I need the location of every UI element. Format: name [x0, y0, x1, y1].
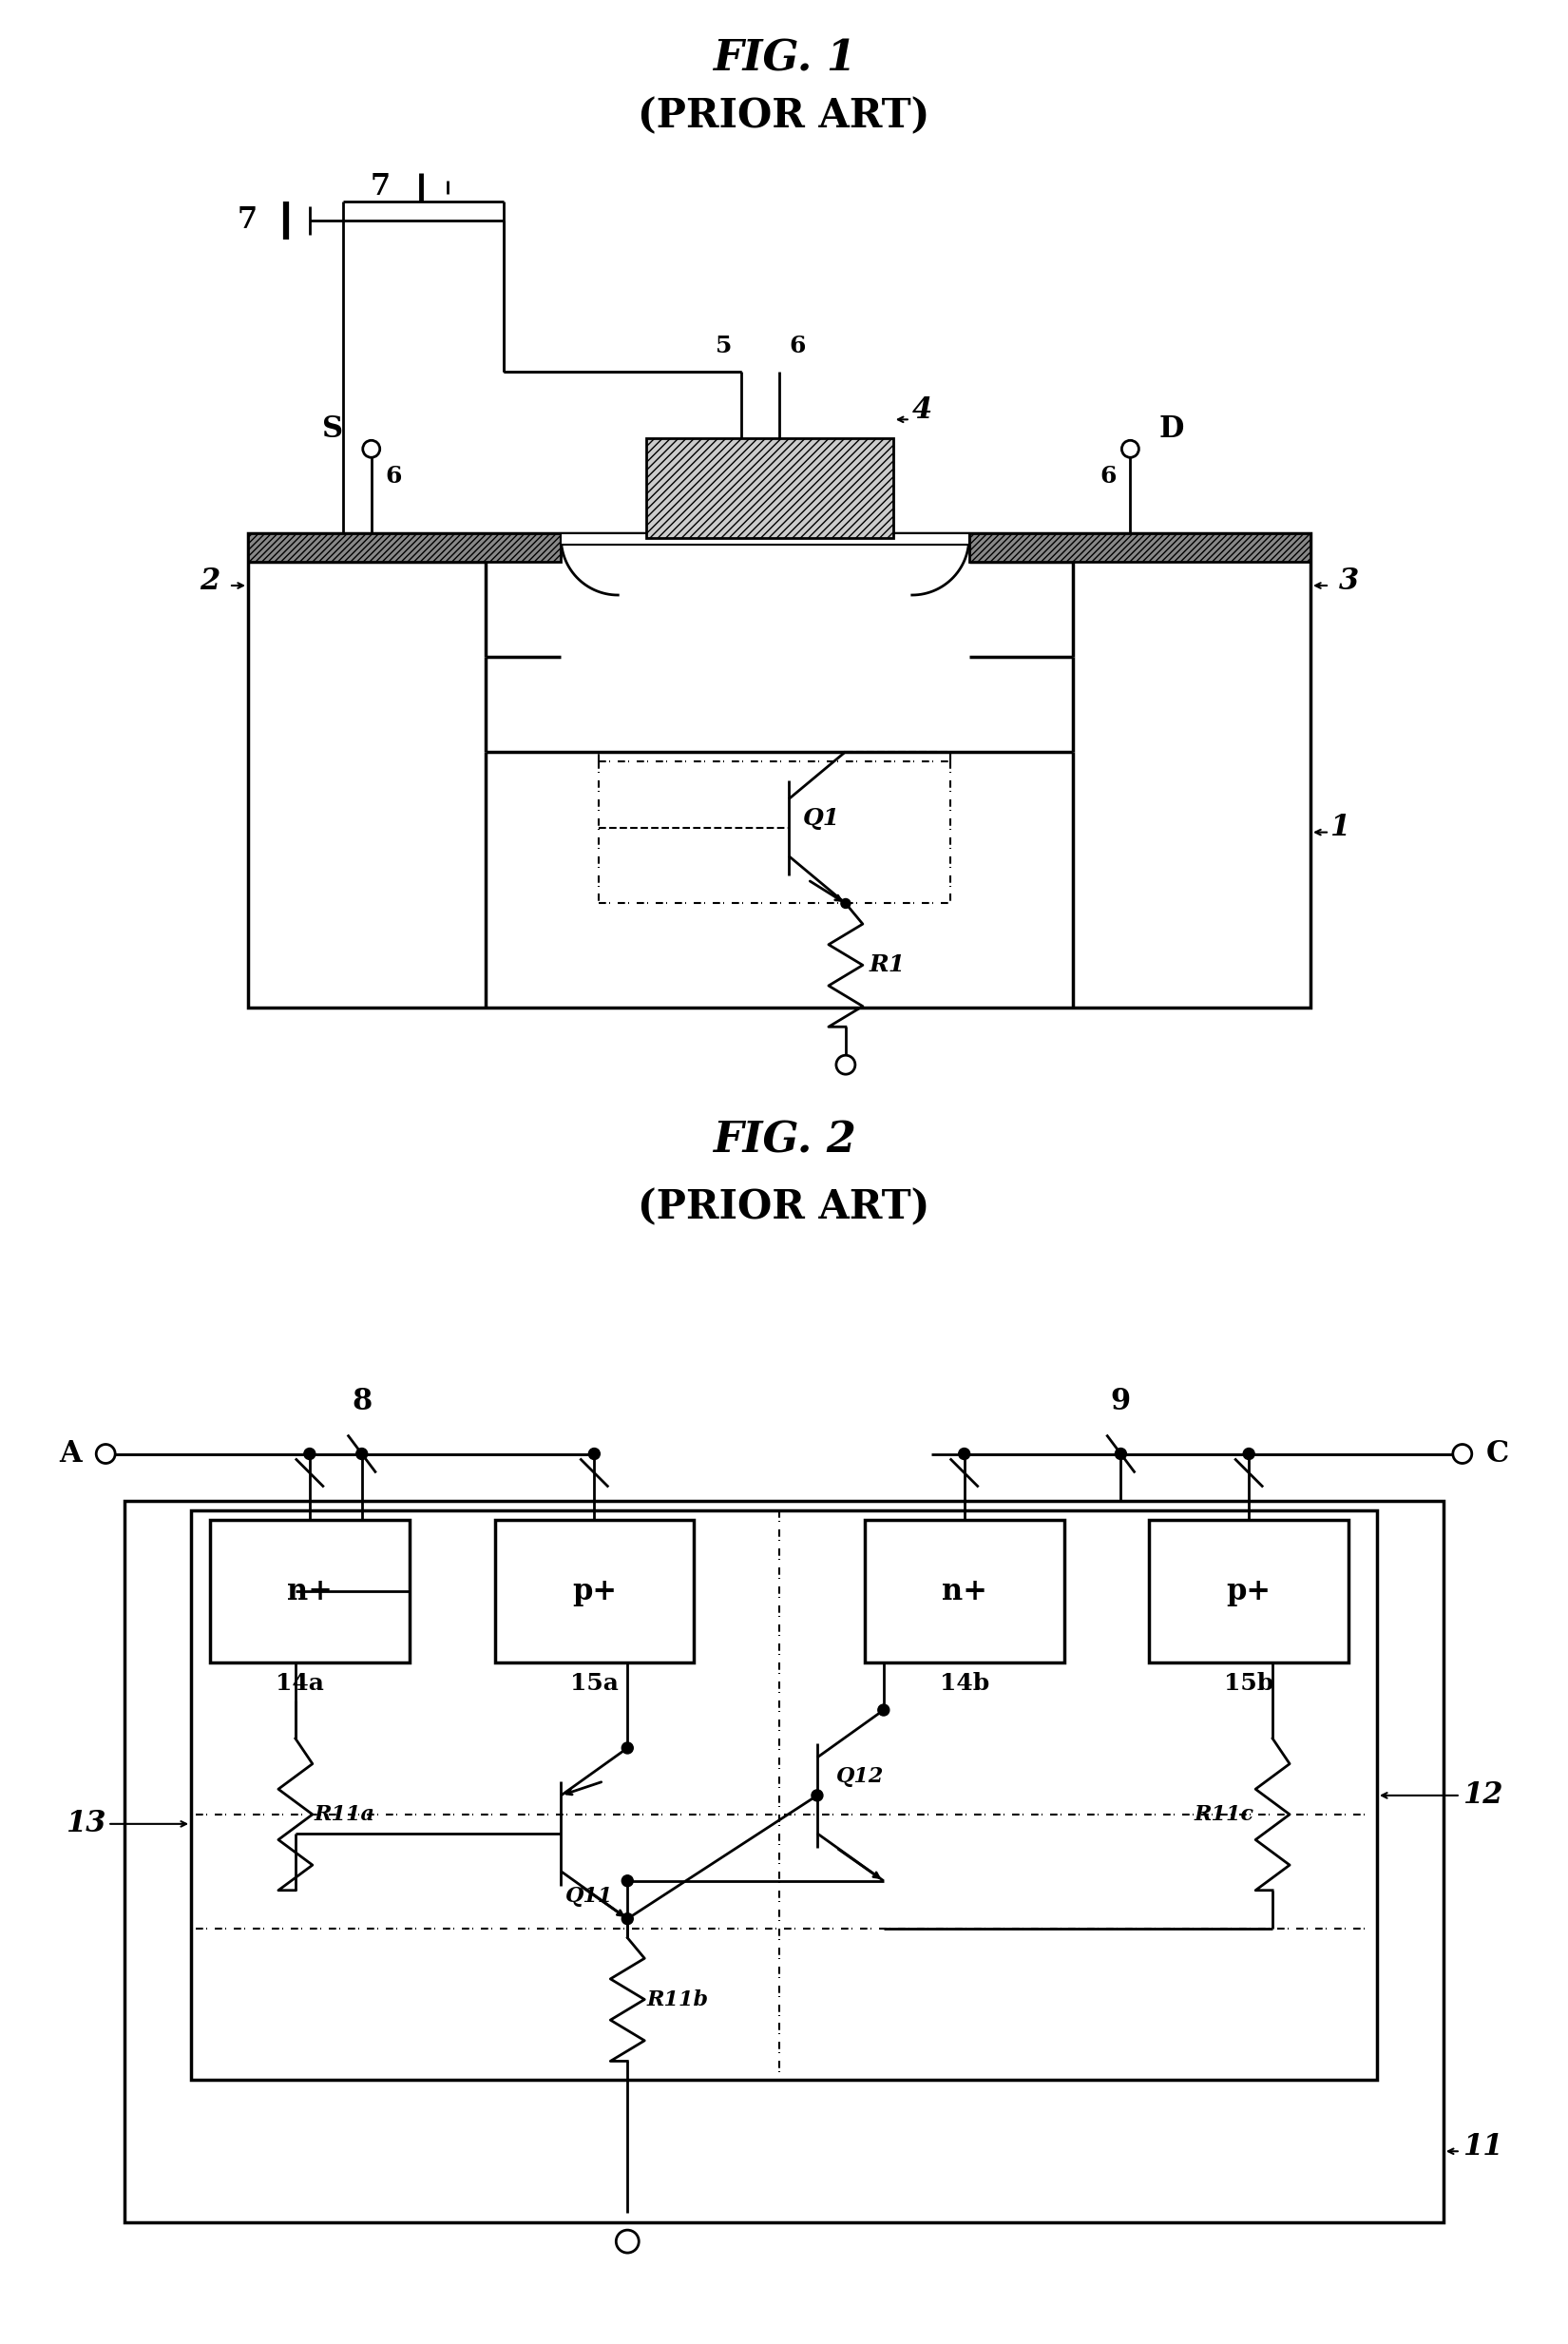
Text: Q12: Q12 [836, 1765, 884, 1786]
Circle shape [362, 441, 379, 457]
Text: 7: 7 [237, 206, 257, 234]
Text: 7: 7 [370, 171, 390, 202]
Text: 4: 4 [913, 396, 933, 424]
Bar [561, 534, 969, 544]
Text: C: C [1486, 1439, 1508, 1470]
Text: p+: p+ [1226, 1578, 1272, 1606]
Circle shape [304, 1449, 315, 1460]
Circle shape [622, 1742, 633, 1753]
Text: (PRIOR ART): (PRIOR ART) [638, 96, 930, 136]
Circle shape [622, 1875, 633, 1887]
Text: S: S [321, 415, 343, 443]
Text: 1: 1 [1330, 813, 1350, 841]
Text: A: A [60, 1439, 82, 1470]
Bar [494, 1521, 695, 1662]
Text: R11b: R11b [646, 1990, 709, 2009]
Text: 5: 5 [715, 335, 732, 359]
Circle shape [616, 2229, 638, 2253]
Text: D: D [1159, 415, 1184, 443]
Bar [646, 438, 894, 539]
Bar [248, 534, 1311, 1008]
Text: 13: 13 [66, 1810, 105, 1838]
Text: n+: n+ [941, 1578, 986, 1606]
Bar [210, 1521, 409, 1662]
Circle shape [812, 1791, 823, 1800]
Text: p+: p+ [572, 1578, 616, 1606]
Circle shape [1121, 441, 1138, 457]
Text: 15a: 15a [571, 1671, 618, 1695]
Bar [1149, 1521, 1348, 1662]
Text: R1: R1 [869, 954, 906, 977]
Text: 12: 12 [1463, 1781, 1502, 1810]
Circle shape [96, 1444, 114, 1463]
Text: 6: 6 [386, 464, 401, 488]
Circle shape [1115, 1449, 1126, 1460]
Text: 6: 6 [1099, 464, 1116, 488]
Text: FIG. 2: FIG. 2 [712, 1120, 856, 1160]
Bar [191, 1512, 1377, 2079]
Text: 3: 3 [1339, 567, 1359, 595]
Text: 15b: 15b [1225, 1671, 1273, 1695]
Circle shape [622, 1913, 633, 1924]
Text: 9: 9 [1110, 1385, 1131, 1416]
Text: 6: 6 [789, 335, 806, 359]
Circle shape [1454, 1444, 1472, 1463]
Bar [864, 1521, 1063, 1662]
Text: n+: n+ [287, 1578, 332, 1606]
Text: 2: 2 [199, 567, 220, 595]
Text: FIG. 1: FIG. 1 [712, 38, 856, 80]
Text: R11a: R11a [315, 1805, 375, 1826]
Text: Q1: Q1 [803, 806, 840, 830]
Bar [124, 1500, 1444, 2222]
Bar [248, 534, 561, 563]
Circle shape [836, 1055, 855, 1074]
Text: (PRIOR ART): (PRIOR ART) [638, 1186, 930, 1226]
Text: Q11: Q11 [566, 1885, 613, 1906]
Circle shape [356, 1449, 367, 1460]
Text: 14b: 14b [939, 1671, 989, 1695]
Text: 8: 8 [351, 1385, 372, 1416]
Circle shape [958, 1449, 971, 1460]
Circle shape [840, 898, 850, 907]
Circle shape [588, 1449, 601, 1460]
Bar [969, 534, 1311, 563]
Text: 11: 11 [1463, 2131, 1502, 2161]
Text: R11c: R11c [1193, 1805, 1253, 1826]
Circle shape [1243, 1449, 1254, 1460]
Circle shape [878, 1704, 889, 1716]
Text: 14a: 14a [276, 1671, 325, 1695]
